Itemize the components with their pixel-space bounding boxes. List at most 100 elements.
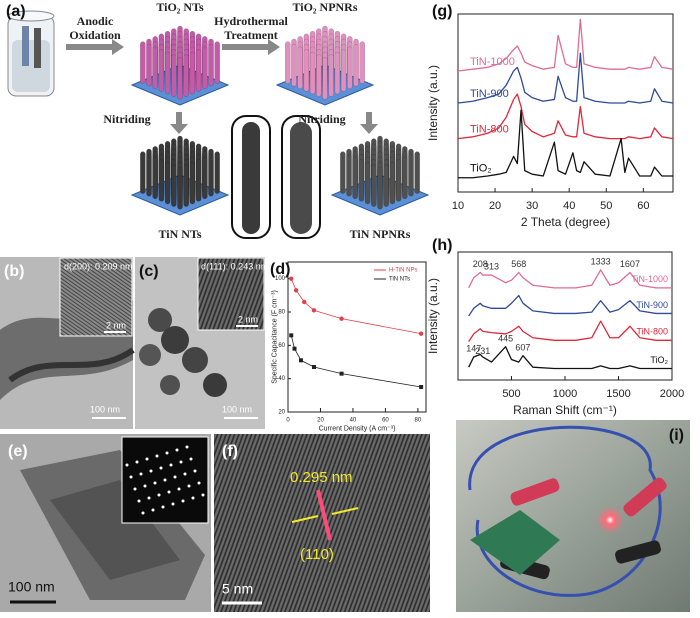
panel-label: (h): [432, 237, 452, 254]
x-tick-label: 80: [415, 417, 422, 423]
series-label: TiN-800: [470, 124, 509, 136]
nanotube: [183, 54, 189, 97]
diffraction-spot: [183, 472, 187, 476]
peak-label: 147: [466, 344, 481, 354]
nanorod: [383, 164, 389, 207]
electrode: [34, 28, 41, 68]
diffraction-spot: [179, 460, 183, 464]
series-label: TiN-800: [636, 327, 668, 337]
series-line: [457, 18, 674, 72]
step-label: Nitriding: [298, 112, 345, 126]
panel-label: (c): [139, 263, 159, 280]
clip: [623, 477, 667, 517]
nanotube: [189, 51, 196, 95]
peak-label: 607: [515, 342, 530, 352]
electrolyte: [12, 40, 50, 92]
nanorod: [346, 153, 352, 197]
nanorod: [309, 51, 316, 95]
nanotube: [208, 43, 214, 87]
nanotube: [171, 54, 177, 97]
diffraction-spot: [173, 475, 177, 479]
nanorod: [340, 151, 346, 194]
y-axis-label: Intensity (a.u.): [426, 65, 440, 141]
panel-label: (e): [8, 443, 28, 460]
clip: [510, 478, 560, 506]
series-line: [468, 269, 672, 289]
nanorod: [322, 56, 328, 100]
panel-b: (b) d(200): 0.209 nm 2 nm 100 nm: [0, 257, 135, 429]
diffraction-spot: [143, 484, 147, 488]
peak-label: 1333: [591, 257, 611, 267]
peak-label: 208: [473, 259, 488, 269]
stage-label: TiN NTs: [158, 227, 201, 241]
nanorod: [359, 41, 365, 84]
x-tick-label: 60: [382, 417, 389, 423]
hrtem-image: [214, 434, 430, 612]
x-tick-label: 30: [526, 200, 538, 212]
diffraction-spot: [169, 463, 173, 467]
nanotube: [164, 51, 171, 95]
diffraction-spot: [141, 511, 145, 515]
x-tick-label: 0: [286, 417, 290, 423]
step-label: Oxidation: [69, 28, 121, 42]
tube-closeup: [242, 122, 260, 234]
x-tick-label: 40: [350, 417, 357, 423]
diffraction-spot: [189, 457, 193, 461]
nanorod: [364, 161, 371, 205]
diffraction-spot: [175, 448, 179, 452]
diffraction-spot: [187, 484, 191, 488]
spacing-marker: [316, 489, 332, 541]
nanotube: [183, 164, 189, 207]
nanotube: [140, 151, 146, 194]
nanorod: [395, 159, 402, 202]
scale-label: 100 nm: [90, 404, 120, 414]
panel-c: (c) d(111): 0.243 nm 2 nm 100 nm: [135, 257, 268, 429]
nanorod: [316, 54, 322, 97]
y-tick-label: 40: [278, 376, 285, 382]
plot-area: [287, 261, 427, 413]
x-tick-label: 60: [637, 200, 649, 212]
diffraction-spot: [157, 493, 161, 497]
series-line: [468, 320, 672, 342]
nanotube: [164, 161, 171, 205]
marker: [289, 276, 294, 281]
nanorod: [408, 153, 414, 197]
peak-label: 1607: [620, 259, 640, 269]
diffraction-spot: [201, 493, 205, 497]
nanotube: [202, 46, 208, 90]
marker: [339, 371, 344, 376]
diffraction-spot: [137, 499, 141, 503]
stage-label: TiO₂ NPNRs: [292, 0, 357, 14]
diffraction-spot: [171, 502, 175, 506]
diffraction-spot: [163, 478, 167, 482]
diffraction-spot: [139, 472, 143, 476]
nanotube: [189, 161, 196, 205]
diffraction-spot: [135, 460, 139, 464]
x-tick-label: 500: [502, 388, 520, 400]
nanorod: [352, 156, 358, 200]
nanorod: [328, 54, 334, 97]
arrow: [331, 507, 359, 515]
diffraction-spot: [167, 490, 171, 494]
nanotube: [195, 159, 202, 202]
series-label: TiN-900: [636, 300, 668, 310]
nanotube: [152, 156, 158, 200]
panel-label: (b): [4, 263, 24, 280]
marker: [418, 331, 424, 336]
particle: [182, 347, 208, 373]
diffraction-spot: [197, 481, 201, 485]
nanotube: [202, 156, 208, 200]
x-axis-label: 2 Theta (degree): [521, 215, 610, 229]
series-line: [457, 93, 674, 140]
nanotube: [177, 56, 183, 100]
diffraction-spot: [159, 466, 163, 470]
diffraction-spot: [181, 499, 185, 503]
nanorod: [340, 49, 347, 92]
nanorod: [285, 41, 291, 84]
stage-label: TiN NPNRs: [350, 227, 411, 241]
x-tick-label: 40: [563, 200, 575, 212]
marker: [311, 365, 316, 369]
panel-e: (e) 100 nm: [0, 434, 211, 612]
scale-label: 100 nm: [222, 404, 252, 414]
x-tick-label: 20: [489, 200, 501, 212]
